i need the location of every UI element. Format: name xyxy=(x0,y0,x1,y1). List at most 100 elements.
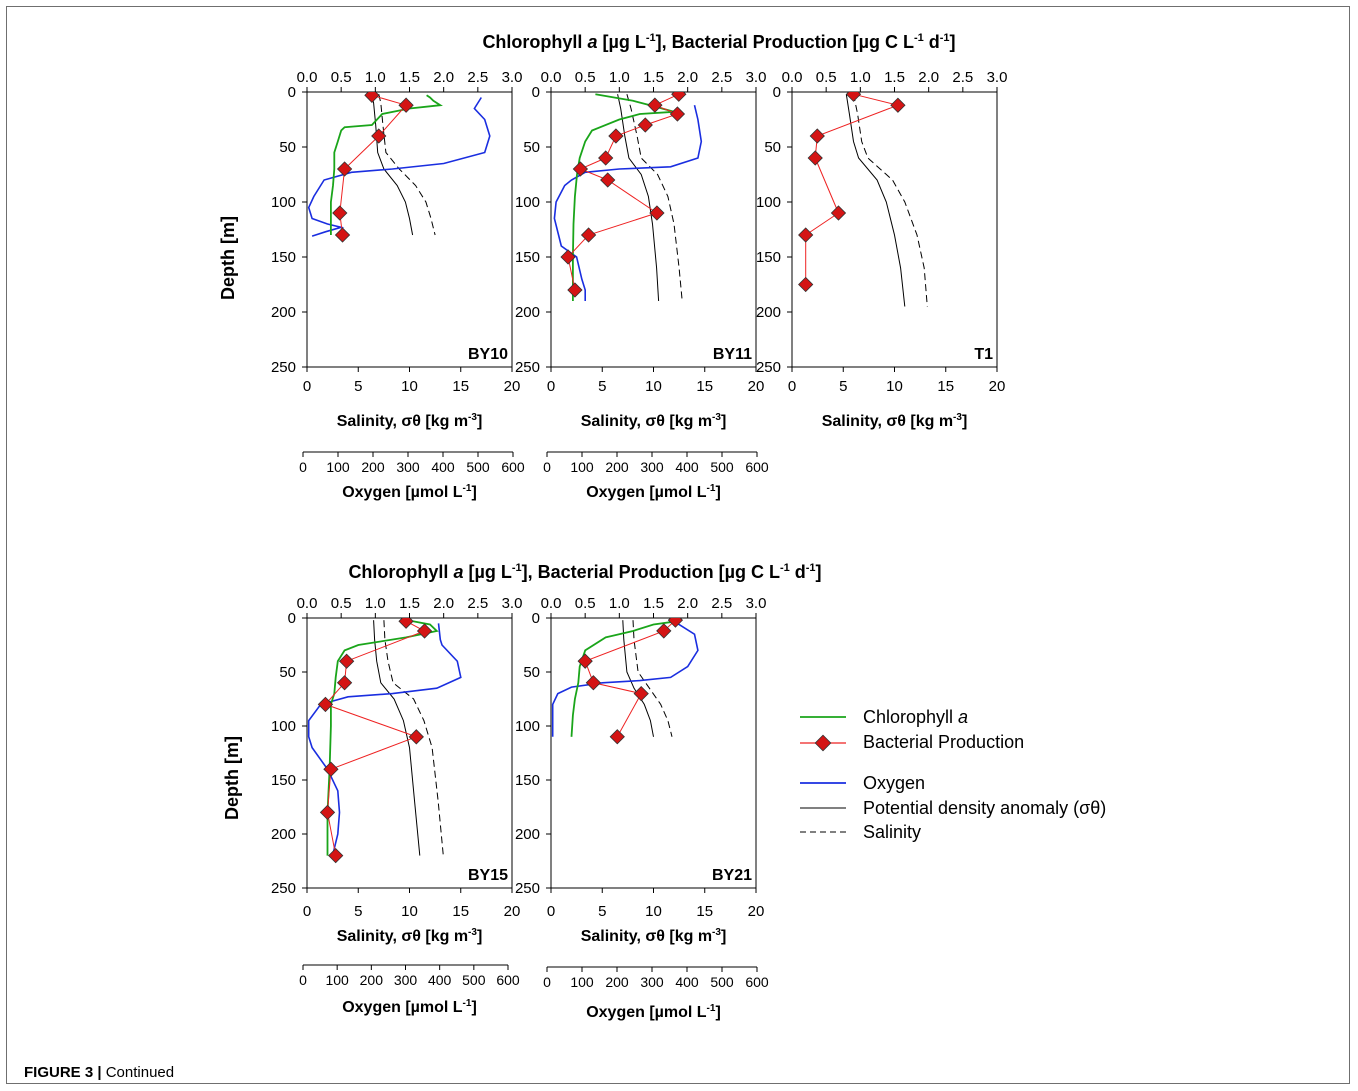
salinity-label-sup: -3 xyxy=(953,412,962,423)
depth-tick-label-t1: 0 xyxy=(773,84,781,101)
salinity-axis-label-by10: Salinity, σθ [kg m-3] xyxy=(337,412,483,430)
series-group-by11 xyxy=(553,92,703,302)
top-tick-label-t1: 2.0 xyxy=(918,69,939,86)
top-tick-label-t1: 3.0 xyxy=(987,69,1008,86)
top-tick-label-t1: 1.0 xyxy=(850,69,871,86)
oxygen-tick-label-by11: 0 xyxy=(543,459,551,475)
depth-tick-label-by21: 200 xyxy=(515,826,540,843)
legend-chl-label: Chlorophyll a xyxy=(863,707,968,727)
bacterial-marker-by15 xyxy=(317,696,334,713)
bottom-tick-label-by15: 5 xyxy=(354,903,362,920)
bottom-tick-label-t1: 0 xyxy=(788,378,796,395)
oxygen-tick-label-by15: 0 xyxy=(299,972,307,988)
depth-tick-label-by10: 100 xyxy=(271,194,296,211)
bacterial-marker-by21 xyxy=(585,675,602,691)
bottom-tick-label-by15: 20 xyxy=(504,903,521,920)
oxygen-tick-label-by15: 400 xyxy=(428,972,452,988)
salinity-label-text: Salinity, σθ [kg m xyxy=(581,413,712,430)
oxygen-line-by21 xyxy=(551,622,699,737)
depth-tick-label-by10: 0 xyxy=(288,84,296,101)
salinity-label-sup: -3 xyxy=(712,927,721,938)
bacterial-marker-by21 xyxy=(609,729,625,745)
density-line-t1 xyxy=(845,94,906,307)
bacterial-marker-t1 xyxy=(798,276,814,293)
top-tick-label-by11: 3.0 xyxy=(746,69,767,86)
top-tick-label-by15: 1.5 xyxy=(399,595,420,612)
depth-tick-label-by11: 100 xyxy=(515,194,540,211)
top-tick-label-by11: 0.5 xyxy=(575,69,596,86)
oxygen-tick-label-by15: 300 xyxy=(394,972,418,988)
bottom-tick-label-by21: 20 xyxy=(748,903,765,920)
density-line-by10 xyxy=(371,94,414,236)
oxygen-tick-label-by21: 500 xyxy=(710,974,734,990)
bottom-tick-label-by10: 10 xyxy=(401,378,418,395)
station-label-by11: BY11 xyxy=(713,346,752,363)
figure-frame xyxy=(6,6,1350,1084)
oxygen-label-sup: -1 xyxy=(463,483,472,494)
oxygen-label-text: Oxygen [µmol L xyxy=(586,1004,707,1021)
bacterial-marker-by10 xyxy=(332,205,348,221)
oxygen-tick-label-by10: 500 xyxy=(466,459,490,475)
legend-bp-label: Bacterial Production xyxy=(863,732,1024,752)
oxygen-tick-label-by10: 300 xyxy=(396,459,420,475)
top-tick-label-by10: 3.0 xyxy=(502,69,523,86)
top-tick-label-by21: 2.0 xyxy=(677,595,698,612)
chlorophyll-line-by10 xyxy=(329,94,443,235)
top-axis-title-upper: Chlorophyll a [µg L-1], Bacterial Produc… xyxy=(482,32,955,52)
station-label-by10: BY10 xyxy=(468,346,508,363)
salinity-line-t1 xyxy=(853,94,928,307)
top-tick-label-by21: 0.0 xyxy=(541,595,562,612)
oxygen-line-by11 xyxy=(553,105,703,301)
bottom-tick-label-by15: 15 xyxy=(452,903,469,920)
oxygen-tick-label-by11: 300 xyxy=(640,459,664,475)
depth-tick-label-by15: 100 xyxy=(271,718,296,735)
bottom-tick-label-by15: 0 xyxy=(303,903,311,920)
depth-tick-label-by10: 150 xyxy=(271,249,296,266)
oxygen-tick-label-by10: 400 xyxy=(431,459,455,475)
salinity-line-by21 xyxy=(632,620,673,737)
depth-tick-label-t1: 100 xyxy=(756,194,781,211)
top-tick-label-by10: 2.5 xyxy=(467,69,488,86)
legend-salinity-label: Salinity xyxy=(863,822,921,842)
station-label-t1: T1 xyxy=(974,346,993,363)
series-group-by21 xyxy=(551,618,699,745)
oxygen-axis-label-by11: Oxygen [µmol L-1] xyxy=(586,483,721,501)
top-tick-label-by11: 0.0 xyxy=(541,69,562,86)
top-tick-label-by10: 0.0 xyxy=(297,69,318,86)
bottom-tick-label-by21: 10 xyxy=(645,903,662,920)
oxygen-label-end: ] xyxy=(471,484,476,501)
depth-tick-label-by11: 150 xyxy=(515,249,540,266)
depth-tick-label-by10: 50 xyxy=(279,139,296,156)
salinity-axis-label-by15: Salinity, σθ [kg m-3] xyxy=(337,927,483,945)
bottom-tick-label-by15: 10 xyxy=(401,903,418,920)
bacterial-marker-by21 xyxy=(577,653,593,669)
depth-tick-label-t1: 250 xyxy=(756,359,781,376)
depth-tick-label-t1: 150 xyxy=(756,249,781,266)
bacterial-marker-by11 xyxy=(598,150,614,166)
legend-density-label: Potential density anomaly (σθ) xyxy=(863,798,1106,818)
bacterial-marker-by15 xyxy=(338,653,355,669)
oxygen-label-text: Oxygen [µmol L xyxy=(342,999,463,1016)
oxygen-label-sup: -1 xyxy=(707,1003,716,1014)
series-group-by15 xyxy=(307,618,462,864)
bacterial-marker-by15 xyxy=(336,675,353,691)
oxygen-tick-label-by11: 500 xyxy=(710,459,734,475)
bacterial-marker-t1 xyxy=(807,150,823,166)
oxygen-line-by10 xyxy=(307,97,491,237)
top-tick-label-by15: 0.5 xyxy=(331,595,352,612)
depth-tick-label-by15: 50 xyxy=(279,664,296,681)
depth-tick-label-by15: 150 xyxy=(271,772,296,789)
top-tick-label-by11: 1.5 xyxy=(643,69,664,86)
oxygen-axis-label-by10: Oxygen [µmol L-1] xyxy=(342,483,477,501)
bacterial-line-t1 xyxy=(805,93,900,285)
bacterial-marker-by11 xyxy=(637,117,653,133)
salinity-line-by11 xyxy=(626,94,683,302)
depth-tick-label-by21: 50 xyxy=(523,664,540,681)
bacterial-marker-by11 xyxy=(671,92,687,102)
bacterial-marker-by11 xyxy=(600,172,616,188)
oxygen-label-end: ] xyxy=(471,999,476,1016)
